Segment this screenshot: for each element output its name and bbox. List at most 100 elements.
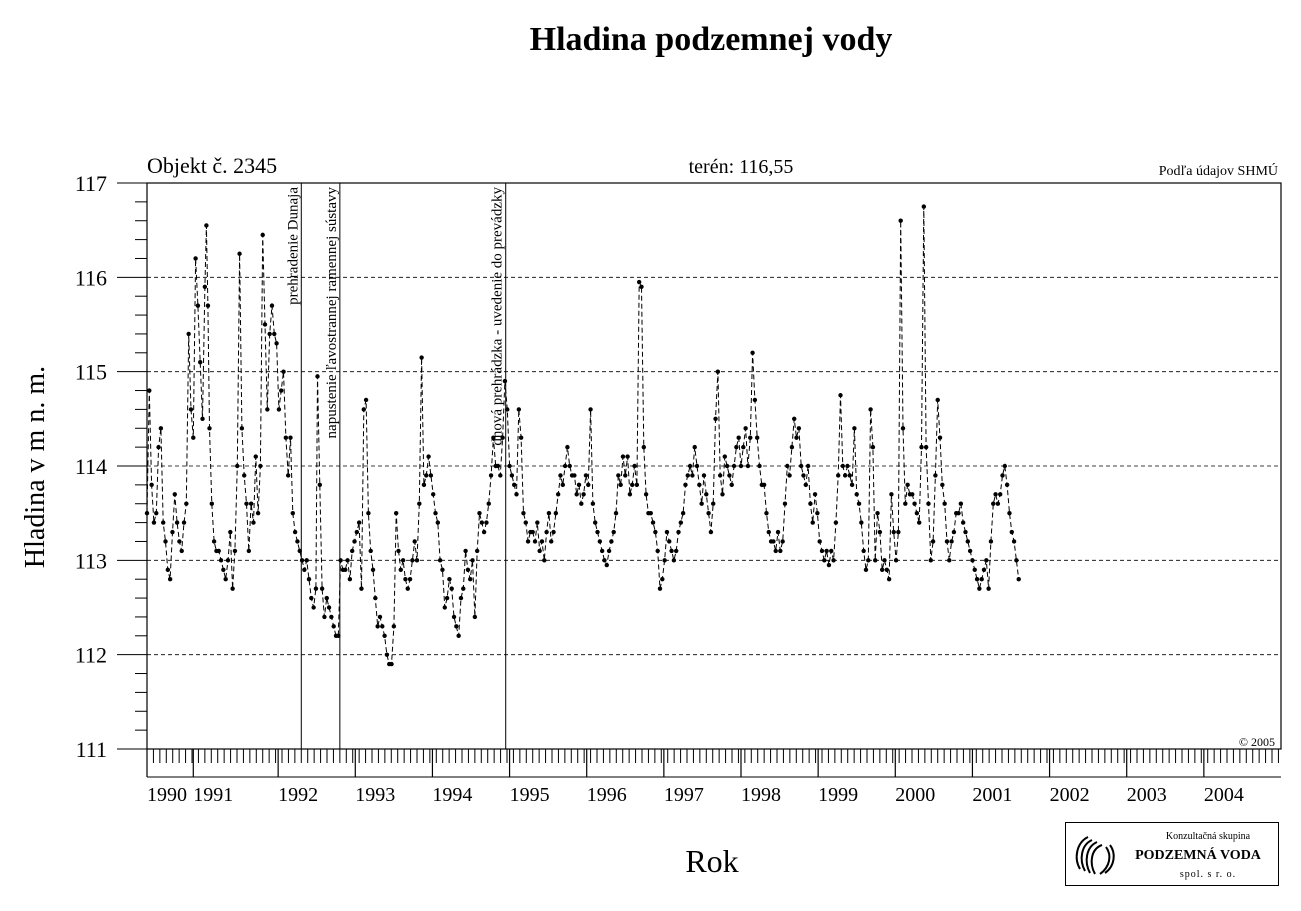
data-point	[1004, 482, 1010, 488]
data-point	[1002, 463, 1008, 469]
data-point	[198, 360, 203, 365]
data-point	[944, 539, 950, 544]
data-point	[384, 652, 390, 657]
data-point	[428, 473, 434, 478]
data-point	[824, 548, 829, 554]
data-point	[326, 605, 332, 610]
data-point	[581, 492, 586, 497]
data-point	[163, 539, 168, 544]
data-point	[910, 492, 915, 497]
data-point	[905, 482, 910, 488]
x-tick-label-14: 2004	[1204, 784, 1244, 806]
data-point	[468, 577, 473, 582]
data-point	[917, 520, 922, 525]
data-point	[382, 633, 387, 638]
x-tick-label-1: 1991	[193, 784, 233, 806]
data-point	[440, 567, 445, 572]
data-point	[470, 558, 475, 563]
data-point	[269, 303, 275, 308]
data-point	[625, 454, 630, 459]
data-point	[426, 454, 431, 459]
data-point	[177, 539, 182, 544]
data-point	[444, 595, 450, 601]
y-tick-label-6: 117	[75, 171, 107, 196]
data-point	[891, 529, 896, 535]
data-point	[576, 482, 582, 488]
data-point	[699, 501, 704, 506]
data-point	[650, 520, 656, 525]
data-point	[840, 463, 846, 469]
data-point	[620, 454, 626, 459]
data-point	[859, 520, 864, 525]
data-point	[283, 435, 289, 440]
x-axis-label: Rok	[685, 843, 738, 879]
data-point	[181, 520, 187, 525]
data-point	[368, 548, 373, 554]
data-point	[417, 501, 422, 506]
data-point	[276, 407, 282, 412]
data-point	[407, 577, 413, 582]
data-point	[389, 661, 394, 667]
data-point	[972, 567, 977, 572]
data-point	[498, 473, 503, 478]
data-point	[311, 605, 316, 610]
data-point	[676, 529, 681, 535]
data-point	[866, 558, 871, 563]
data-point	[262, 322, 268, 327]
data-point	[963, 529, 968, 535]
data-point	[562, 463, 568, 469]
data-point	[403, 577, 408, 582]
x-tick-label-3: 1993	[355, 784, 395, 806]
data-point	[630, 482, 635, 488]
data-point	[875, 510, 880, 516]
data-point	[518, 435, 524, 440]
data-point	[267, 331, 272, 337]
terrain-label: terén: 116,55	[689, 156, 794, 178]
data-point	[993, 492, 998, 497]
data-point	[849, 482, 855, 488]
data-point	[248, 501, 254, 506]
x-tick-label-6: 1996	[587, 784, 627, 806]
data-point	[161, 520, 166, 525]
data-point	[186, 331, 191, 337]
data-point	[204, 223, 209, 228]
data-point	[211, 539, 217, 544]
data-point	[921, 204, 927, 209]
data-point	[560, 482, 565, 488]
data-point	[643, 492, 649, 497]
data-point	[822, 558, 827, 563]
data-point	[717, 473, 723, 478]
data-point	[297, 548, 302, 554]
data-point	[884, 567, 889, 572]
data-point	[808, 501, 813, 506]
data-point	[373, 595, 378, 601]
x-tick-label-11: 2001	[972, 784, 1012, 806]
data-point	[193, 256, 198, 261]
data-point	[244, 501, 249, 506]
data-point	[514, 492, 519, 497]
data-point	[611, 529, 616, 535]
annotation-label-2: dnová prehrádzka - uvedenie do prevádzky	[490, 187, 506, 446]
x-tick-label-10: 2000	[895, 784, 935, 806]
data-point	[761, 482, 767, 488]
data-point	[613, 510, 619, 516]
data-point	[324, 595, 329, 601]
data-point	[780, 539, 785, 544]
data-point	[965, 539, 970, 544]
data-point	[604, 562, 609, 568]
data-point	[775, 529, 781, 535]
data-point	[593, 520, 598, 525]
data-point	[606, 548, 612, 554]
data-point	[671, 558, 677, 563]
data-point	[431, 492, 436, 497]
data-point	[683, 482, 688, 488]
data-point	[370, 567, 376, 572]
data-point	[771, 539, 776, 544]
data-point	[940, 482, 945, 488]
y-tick-label-5: 116	[75, 265, 107, 290]
logo-line-2: PODZEMNÁ VODA	[1135, 848, 1261, 863]
data-point	[472, 614, 478, 620]
data-point	[488, 473, 494, 478]
chart-title: Hladina podzemnej vody	[530, 21, 893, 58]
